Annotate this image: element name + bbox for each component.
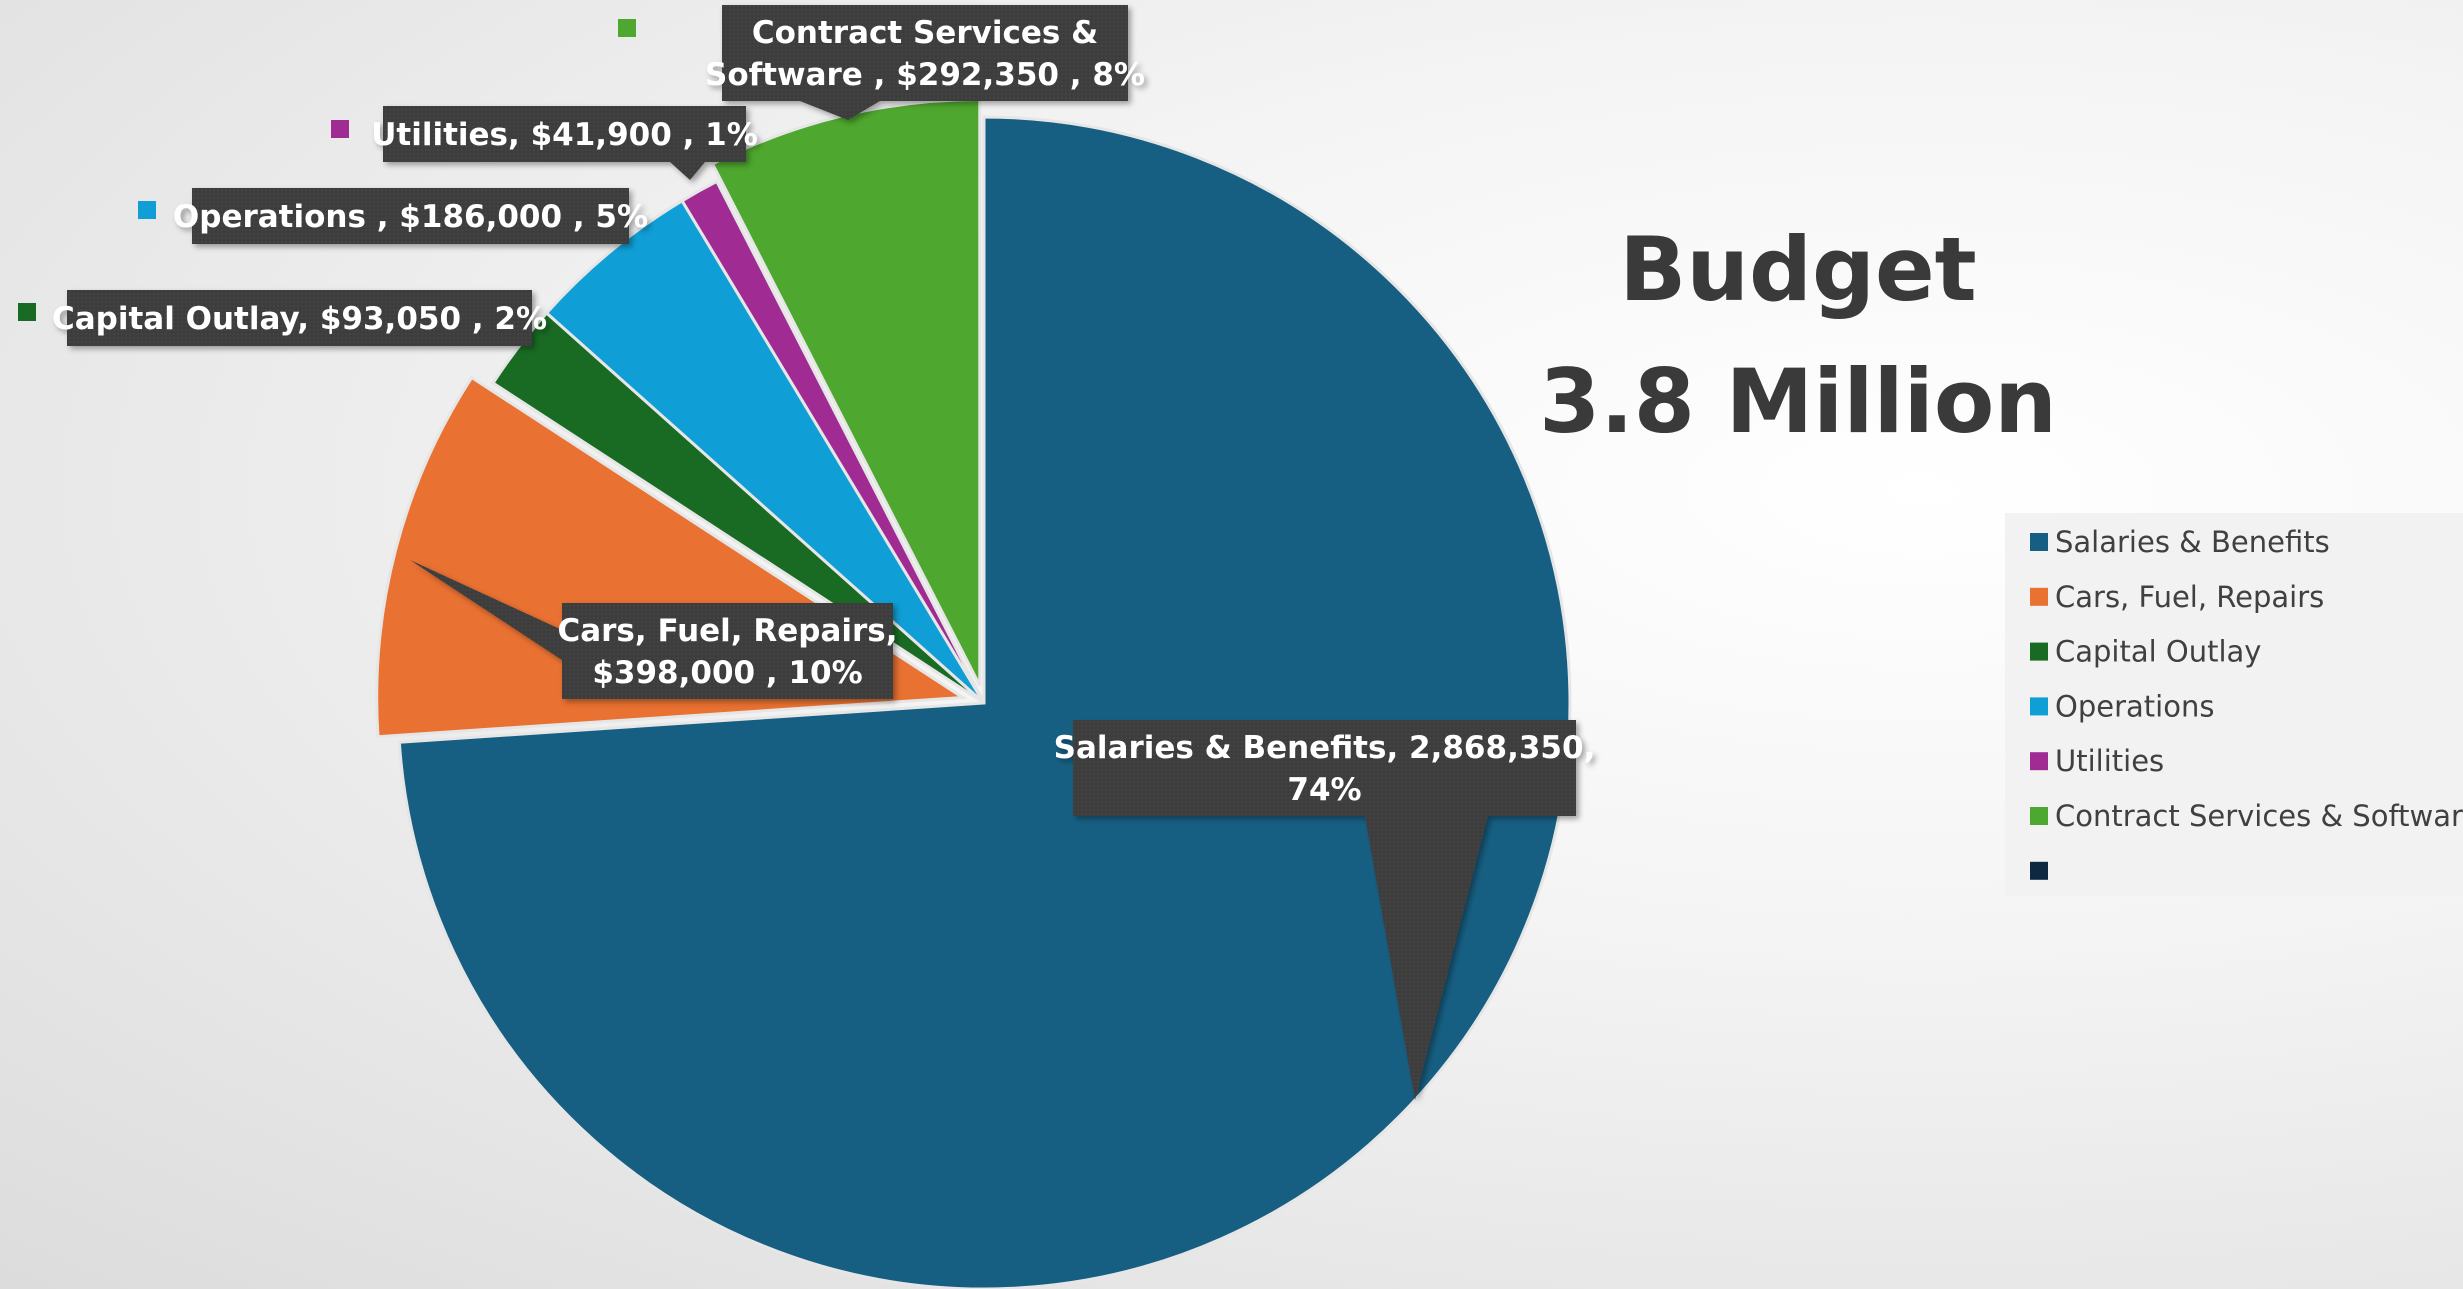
data-label-text: Salaries & Benefits, 2,868,350, (1054, 730, 1596, 766)
data-label-text: Operations , $186,000 , 5% (173, 199, 648, 235)
data-label-text: 74% (1287, 772, 1361, 808)
data-label-capital-outlay: Capital Outlay, $93,050 , 2% (52, 290, 547, 346)
callout-box (383, 106, 746, 162)
legend-swatch-operations (2030, 697, 2048, 716)
slice-operations (544, 198, 986, 705)
callout-box (192, 188, 629, 244)
data-label-key-capital-outlay (18, 303, 36, 321)
data-label-contract-services-and-software: Contract Services & Software , $292,350 ,… (705, 5, 1145, 120)
legend-background (2005, 513, 2463, 896)
legend-label-capital-outlay: Capital Outlay (2055, 635, 2261, 669)
data-label-text: Software , $292,350 , 8% (705, 57, 1145, 93)
callout-pointer (670, 162, 705, 180)
slice-utilities (679, 179, 986, 704)
data-label-operations: Operations , $186,000 , 5% (173, 188, 648, 244)
data-labels: Salaries & Benefits, 2,868,350, 74% Cars, … (18, 5, 1595, 1100)
callout-box (67, 290, 532, 346)
data-label-salaries-and-benefits: Salaries & Benefits, 2,868,350, 74% (1054, 720, 1596, 1100)
callout-box (562, 603, 893, 699)
callout-pointer (410, 560, 562, 660)
data-label-text: Cars, Fuel, Repairs, (557, 613, 897, 649)
legend-swatch-cars-fuel-repairs (2030, 587, 2048, 606)
data-label-text: Capital Outlay, $93,050 , 2% (52, 301, 547, 337)
title-line-2: 3.8 Million (1539, 350, 2057, 453)
pie-slices (375, 98, 1572, 1289)
legend-label-cars-fuel-repairs: Cars, Fuel, Repairs (2055, 580, 2324, 614)
callout-pointer (800, 101, 880, 120)
callout-box (1073, 720, 1576, 816)
legend-swatch-contract-services-and-software (2030, 807, 2048, 825)
callout-box (722, 5, 1128, 101)
data-label-key-operations (138, 201, 156, 219)
data-label-text: $398,000 , 10% (592, 655, 862, 691)
callout-pointer (1365, 816, 1488, 1100)
data-label-utilities: Utilities, $41,900 , 1% (371, 106, 758, 180)
legend-swatch-salaries-and-benefits (2030, 533, 2048, 551)
title-line-1: Budget (1619, 218, 1976, 321)
legend-swatch-utilities (2030, 752, 2048, 771)
legend-label-salaries-and-benefits: Salaries & Benefits (2055, 525, 2330, 559)
legend-label-utilities: Utilities (2055, 744, 2164, 778)
legend-label-contract-services-and-software: Contract Services & Software (2055, 799, 2463, 833)
chart-legend: Salaries & Benefits Cars, Fuel, Repairs Ca… (2005, 513, 2463, 896)
data-label-key-contract-services-and-software (618, 19, 636, 37)
data-label-text: Utilities, $41,900 , 1% (371, 117, 758, 153)
slice-salaries-and-benefits (397, 115, 1572, 1289)
legend-swatch-unlabeled (2030, 861, 2048, 880)
legend-swatch-capital-outlay (2030, 642, 2048, 661)
data-label-cars-fuel-repairs: Cars, Fuel, Repairs, $398,000 , 10% (410, 560, 898, 699)
data-label-text: Contract Services & (752, 15, 1098, 51)
chart-title: Budget 3.8 Million (1539, 218, 2057, 453)
legend-label-operations: Operations (2055, 689, 2214, 723)
data-label-key-utilities (331, 120, 349, 138)
